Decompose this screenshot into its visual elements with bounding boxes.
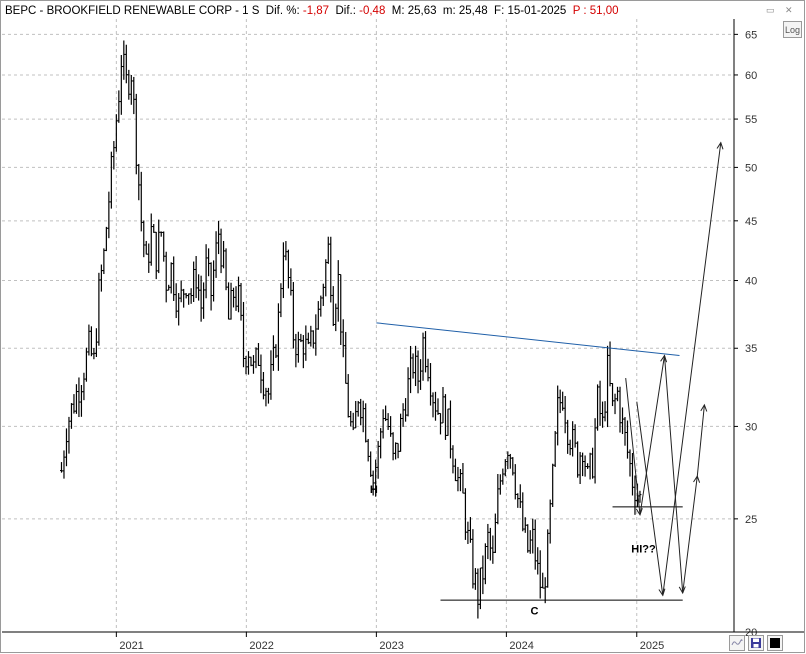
annotation-label: HI?? [631,543,656,555]
price-value: 51,00 [589,5,619,17]
dif-pct-label: Dif. %: [265,5,300,17]
drawn-lines [376,141,724,601]
ticker: BEPC [5,5,37,17]
y-tick-label: 30 [745,421,757,433]
interval: 1 S [242,5,260,17]
projection-arrowhead [635,508,643,516]
dif-label: Dif.: [335,5,356,17]
date-label: F: [494,5,505,17]
y-tick-label: 55 [745,114,757,126]
chart-header: BEPC - BROOKFIELD RENEWABLE CORP - 1 S D… [5,5,619,17]
max-value: 25,63 [407,5,437,17]
x-tick-label: 2022 [249,640,273,652]
projection-path [636,142,722,596]
projection-arrowhead [658,588,666,597]
max-label: M: [391,5,405,17]
x-tick-label: 2023 [379,640,403,652]
y-tick-label: 25 [745,514,757,526]
bottom-toolbar [729,635,783,653]
x-tick-label: 2024 [509,640,533,652]
annotation-label: C [531,606,539,618]
dif-value: -0,48 [359,5,386,17]
y-tick-label: 35 [745,343,757,355]
resistance-trendline [376,322,680,357]
min-label: m: [442,5,456,17]
projection-arrowhead [660,354,668,363]
color-box-icon[interactable] [767,635,783,651]
date-value: 15-01-2025 [507,5,567,17]
grid [2,19,734,633]
x-tick-label: 2025 [640,640,664,652]
window-controls[interactable]: ▭ ✕ [766,5,797,15]
dif-pct-value: -1,87 [302,5,330,17]
projection-path [625,355,705,594]
projection-arrowhead [700,403,708,412]
x-tick-label: 2021 [119,640,143,652]
annotation-label: H [370,484,378,496]
company-name: BROOKFIELD RENEWABLE CORP [46,5,232,17]
annotations: H C HI?? [370,484,656,617]
price-label: P : [572,5,587,17]
y-tick-label: 65 [745,29,757,41]
log-scale-button[interactable]: Log [783,21,802,38]
wave-icon[interactable] [729,635,745,651]
save-icon[interactable] [748,635,764,651]
projection-arrowhead [693,474,701,483]
price-series [59,40,642,619]
y-tick-label: 40 [745,276,757,288]
projection-arrowhead [678,586,686,595]
projection-arrowhead [716,141,724,150]
min-value: 25,48 [458,5,488,17]
y-tick-label: 45 [745,216,757,228]
y-tick-label: 60 [745,70,757,82]
y-tick-label: 50 [745,162,757,174]
